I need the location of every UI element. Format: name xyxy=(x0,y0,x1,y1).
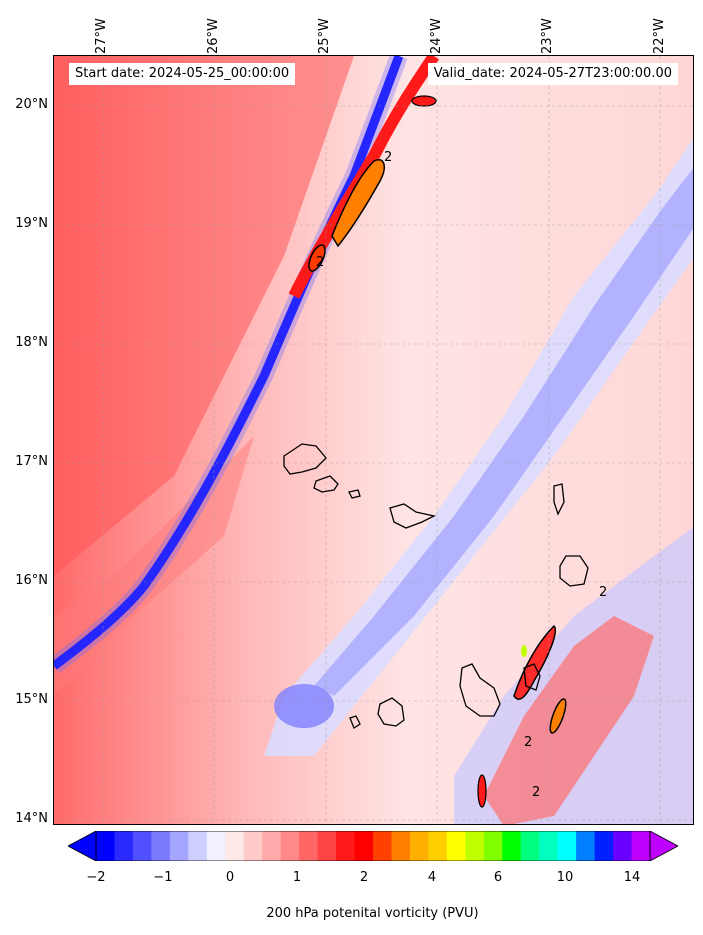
blue-band-right xyxy=(264,138,693,756)
cb-tick: 6 xyxy=(493,870,503,885)
colorbar-arrow-right xyxy=(649,831,678,861)
cb-tick: 10 xyxy=(556,870,574,885)
colorbar-label: 200 hPa potenital vorticity (PVU) xyxy=(266,906,479,921)
island-sao-vicente xyxy=(313,475,339,493)
colorbar-cell xyxy=(151,831,171,861)
cb-tick: −2 xyxy=(86,870,106,885)
colorbar-arrow-left xyxy=(68,831,97,861)
colorbar-cell xyxy=(243,831,263,861)
colorbar-cell xyxy=(336,831,356,861)
colorbar-frame xyxy=(95,831,651,861)
contour-label: 2 xyxy=(316,255,324,270)
colorbar-cell xyxy=(576,831,596,861)
high-pv-blob-1 xyxy=(331,159,386,248)
contour-label: 2 xyxy=(532,785,540,800)
cb-tick: 14 xyxy=(623,870,641,885)
colorbar-cell xyxy=(594,831,614,861)
colorbar-cell xyxy=(631,831,651,861)
island-santa-luzia xyxy=(348,489,361,499)
island-fogo xyxy=(377,697,405,727)
coastlines xyxy=(283,443,589,729)
contour-label: 2 xyxy=(384,150,392,165)
colorbar-cell xyxy=(299,831,319,861)
lat-label-19n: 19°N xyxy=(15,216,48,231)
colorbar-cell xyxy=(317,831,337,861)
lat-label-14n: 14°N xyxy=(15,811,48,826)
blue-filament-halo xyxy=(54,56,408,674)
colorbar-cell xyxy=(613,831,633,861)
colorbar-cell xyxy=(188,831,208,861)
lat-label-16n: 16°N xyxy=(15,573,48,588)
pv-field: 2 2 2 2 2 xyxy=(54,56,693,824)
contour-label: 2 xyxy=(524,735,532,750)
colorbar-cell xyxy=(169,831,189,861)
cb-tick: 1 xyxy=(292,870,302,885)
colorbar-cells xyxy=(96,831,651,861)
colorbar-cell xyxy=(225,831,245,861)
island-sal xyxy=(553,483,565,516)
lat-label-18n: 18°N xyxy=(15,335,48,350)
contour-label: 2 xyxy=(599,585,607,600)
island-boa-vista xyxy=(559,555,589,587)
colorbar-cell xyxy=(280,831,300,861)
colorbar-cell xyxy=(502,831,522,861)
blue-blob xyxy=(274,684,334,728)
lon-label-27w: 27°W xyxy=(94,18,109,54)
map-panel: 2 2 2 2 2 xyxy=(53,55,694,825)
cb-tick: −1 xyxy=(153,870,173,885)
cb-tick: 4 xyxy=(427,870,437,885)
lon-label-24w: 24°W xyxy=(429,18,444,54)
colorbar-cell xyxy=(557,831,577,861)
cb-tick: 2 xyxy=(359,870,369,885)
lat-label-20n: 20°N xyxy=(15,97,48,112)
colorbar-cell xyxy=(539,831,559,861)
red-band-left xyxy=(54,56,354,576)
high-pv-blob-4 xyxy=(549,698,567,734)
lat-label-15n: 15°N xyxy=(15,692,48,707)
colorbar-cell xyxy=(465,831,485,861)
cb-tick: 0 xyxy=(225,870,235,885)
colorbar-cell xyxy=(373,831,392,861)
high-pv-blob-3 xyxy=(513,624,556,700)
lon-label-23w: 23°W xyxy=(540,18,555,54)
colorbar-cell xyxy=(483,831,503,861)
colorbar-cell xyxy=(354,831,374,861)
blue-filament xyxy=(54,56,404,670)
island-sao-nicolau xyxy=(389,503,436,529)
island-santiago xyxy=(459,663,501,717)
colorbar-cell xyxy=(262,831,282,861)
start-date-label: Start date: 2024-05-25_00:00:00 xyxy=(69,63,296,85)
red-region-bottom-right xyxy=(484,616,654,824)
island-maio xyxy=(523,663,541,691)
colorbar-cell xyxy=(96,831,115,861)
colorbar-cell xyxy=(391,831,411,861)
high-pv-blob-5 xyxy=(521,645,527,657)
lon-label-22w: 22°W xyxy=(652,18,667,54)
valid-date-label: Valid_date: 2024-05-27T23:00:00.00 xyxy=(427,63,678,85)
lat-label-17n: 17°N xyxy=(15,454,48,469)
island-santo-antao xyxy=(283,443,327,475)
lon-label-25w: 25°W xyxy=(317,18,332,54)
colorbar-cell xyxy=(520,831,540,861)
colorbar-cell xyxy=(132,831,152,861)
colorbar-cell xyxy=(114,831,134,861)
gridlines xyxy=(54,56,693,824)
high-pv-blob-6 xyxy=(477,774,487,808)
island-brava xyxy=(349,715,361,729)
colorbar-cell xyxy=(446,831,466,861)
colorbar xyxy=(68,831,678,861)
blue-band-right-inner xyxy=(314,168,693,696)
high-pv-blob-2 xyxy=(308,244,326,272)
lon-label-26w: 26°W xyxy=(206,18,221,54)
colorbar-cell xyxy=(428,831,448,861)
high-pv-blob-7 xyxy=(411,95,437,107)
colorbar-cell xyxy=(206,831,226,861)
colorbar-cell xyxy=(409,831,429,861)
